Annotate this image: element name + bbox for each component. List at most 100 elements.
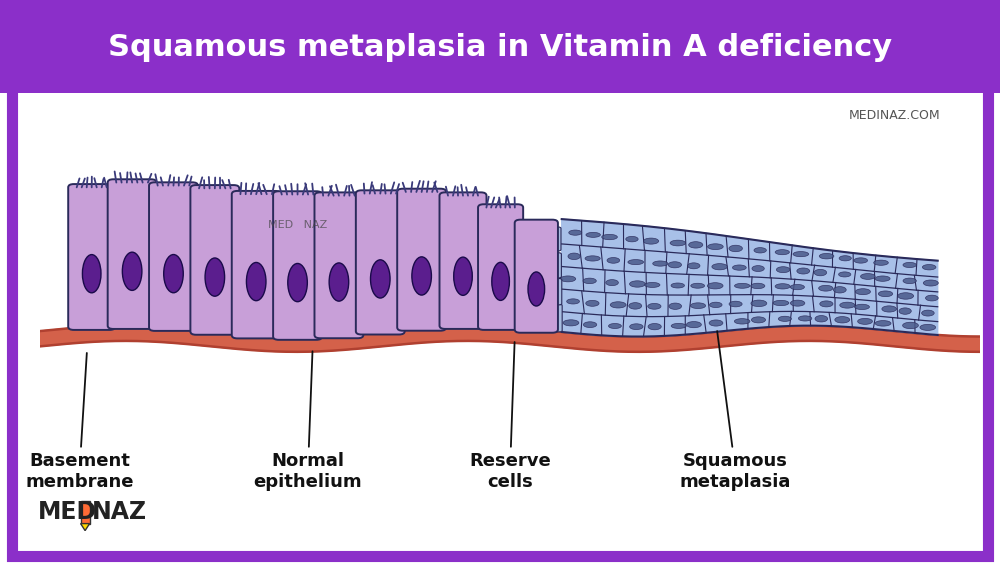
Ellipse shape	[610, 302, 626, 308]
FancyBboxPatch shape	[531, 304, 562, 332]
Ellipse shape	[861, 274, 875, 279]
FancyBboxPatch shape	[440, 193, 486, 329]
Ellipse shape	[486, 231, 497, 239]
Ellipse shape	[585, 256, 600, 261]
Ellipse shape	[513, 233, 524, 240]
Ellipse shape	[903, 262, 916, 267]
Polygon shape	[562, 219, 938, 337]
Ellipse shape	[778, 316, 791, 321]
Ellipse shape	[668, 262, 682, 268]
Ellipse shape	[583, 322, 597, 328]
Ellipse shape	[735, 283, 750, 288]
Ellipse shape	[882, 306, 896, 312]
Ellipse shape	[586, 301, 599, 306]
Ellipse shape	[712, 263, 727, 270]
Ellipse shape	[563, 320, 579, 326]
Ellipse shape	[513, 285, 524, 294]
Ellipse shape	[751, 317, 766, 323]
Ellipse shape	[482, 283, 493, 292]
Ellipse shape	[686, 321, 701, 328]
Ellipse shape	[710, 302, 722, 307]
Ellipse shape	[510, 259, 521, 267]
Text: Squamous metaplasia in Vitamin A deficiency: Squamous metaplasia in Vitamin A deficie…	[108, 33, 892, 62]
Ellipse shape	[539, 235, 550, 243]
Ellipse shape	[922, 310, 934, 316]
Ellipse shape	[798, 316, 812, 321]
Ellipse shape	[512, 311, 524, 320]
Ellipse shape	[626, 236, 638, 242]
Ellipse shape	[669, 303, 682, 310]
Ellipse shape	[923, 280, 938, 286]
Ellipse shape	[542, 261, 554, 270]
Ellipse shape	[645, 283, 660, 288]
Ellipse shape	[671, 323, 686, 328]
Ellipse shape	[775, 284, 790, 289]
FancyBboxPatch shape	[478, 204, 523, 330]
Ellipse shape	[454, 257, 472, 296]
Ellipse shape	[899, 308, 911, 314]
Ellipse shape	[903, 322, 918, 329]
Text: Reserve
cells: Reserve cells	[469, 342, 551, 491]
FancyBboxPatch shape	[108, 179, 157, 329]
Ellipse shape	[814, 270, 827, 276]
Ellipse shape	[288, 263, 307, 302]
Ellipse shape	[819, 285, 833, 291]
Ellipse shape	[840, 302, 855, 308]
Ellipse shape	[82, 254, 101, 293]
FancyBboxPatch shape	[232, 191, 281, 338]
Ellipse shape	[412, 257, 431, 295]
Ellipse shape	[878, 291, 893, 297]
Ellipse shape	[874, 260, 888, 265]
Ellipse shape	[122, 252, 142, 291]
Ellipse shape	[671, 283, 684, 288]
FancyBboxPatch shape	[504, 225, 533, 248]
Ellipse shape	[839, 256, 851, 261]
Ellipse shape	[729, 301, 742, 307]
Ellipse shape	[875, 320, 891, 326]
Ellipse shape	[648, 303, 661, 309]
Ellipse shape	[752, 266, 764, 271]
FancyBboxPatch shape	[532, 253, 561, 278]
Ellipse shape	[790, 300, 805, 306]
Polygon shape	[40, 325, 980, 352]
Ellipse shape	[205, 258, 225, 296]
Polygon shape	[81, 524, 90, 530]
Ellipse shape	[164, 254, 183, 293]
Ellipse shape	[925, 295, 938, 301]
FancyBboxPatch shape	[190, 185, 239, 335]
Ellipse shape	[602, 234, 617, 240]
Ellipse shape	[835, 316, 850, 323]
FancyBboxPatch shape	[504, 250, 533, 275]
FancyBboxPatch shape	[68, 184, 115, 330]
Text: MEDINAZ.COM: MEDINAZ.COM	[849, 109, 941, 122]
Ellipse shape	[875, 276, 890, 282]
FancyBboxPatch shape	[475, 300, 506, 328]
Ellipse shape	[670, 240, 686, 246]
FancyBboxPatch shape	[532, 279, 562, 305]
Ellipse shape	[775, 249, 789, 254]
Ellipse shape	[833, 287, 846, 293]
FancyBboxPatch shape	[503, 302, 534, 329]
FancyBboxPatch shape	[356, 190, 405, 334]
Ellipse shape	[729, 245, 742, 252]
Ellipse shape	[751, 283, 765, 289]
Ellipse shape	[691, 283, 705, 288]
Ellipse shape	[839, 272, 851, 277]
Ellipse shape	[920, 324, 936, 330]
Ellipse shape	[492, 262, 509, 301]
Ellipse shape	[653, 261, 668, 266]
Ellipse shape	[607, 257, 620, 263]
Ellipse shape	[560, 276, 576, 282]
Ellipse shape	[751, 300, 767, 307]
Ellipse shape	[922, 265, 936, 270]
Ellipse shape	[734, 319, 750, 324]
Ellipse shape	[329, 263, 349, 301]
Ellipse shape	[569, 230, 582, 235]
Ellipse shape	[609, 324, 621, 328]
Ellipse shape	[629, 303, 642, 309]
Ellipse shape	[583, 278, 596, 284]
Ellipse shape	[630, 324, 643, 329]
FancyBboxPatch shape	[397, 189, 446, 330]
Ellipse shape	[246, 262, 266, 301]
FancyBboxPatch shape	[314, 193, 363, 338]
